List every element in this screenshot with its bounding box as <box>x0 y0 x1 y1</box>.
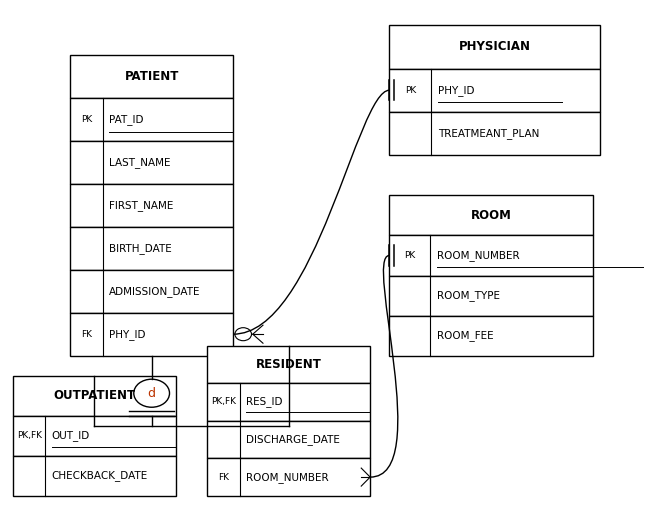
Bar <box>70 313 233 356</box>
Text: FK: FK <box>81 330 92 339</box>
Text: OUT_ID: OUT_ID <box>52 430 90 441</box>
Bar <box>208 345 370 383</box>
Text: OUTPATIENT: OUTPATIENT <box>53 389 135 402</box>
Bar <box>70 55 233 98</box>
Bar <box>208 458 370 496</box>
Text: BIRTH_DATE: BIRTH_DATE <box>109 243 172 254</box>
Text: ROOM_TYPE: ROOM_TYPE <box>437 290 499 301</box>
Text: LAST_NAME: LAST_NAME <box>109 157 171 168</box>
Text: CHECKBACK_DATE: CHECKBACK_DATE <box>52 471 148 481</box>
Bar <box>389 316 594 356</box>
Bar <box>389 275 594 316</box>
Bar <box>13 456 176 496</box>
Text: PK,FK: PK,FK <box>17 431 42 440</box>
Text: PHYSICIAN: PHYSICIAN <box>458 40 531 53</box>
Bar <box>389 68 600 112</box>
Text: PATIENT: PATIENT <box>124 70 179 83</box>
Bar <box>13 376 176 416</box>
Bar <box>13 416 176 456</box>
Text: RESIDENT: RESIDENT <box>256 358 322 371</box>
Text: PK: PK <box>405 86 416 95</box>
Bar <box>70 98 233 141</box>
Bar <box>389 195 594 236</box>
Text: d: d <box>148 387 156 400</box>
Text: FIRST_NAME: FIRST_NAME <box>109 200 174 211</box>
Text: ADMISSION_DATE: ADMISSION_DATE <box>109 286 201 297</box>
Text: PK: PK <box>81 115 92 124</box>
Text: ROOM_NUMBER: ROOM_NUMBER <box>437 250 519 261</box>
Bar <box>389 236 594 275</box>
Text: FK: FK <box>218 473 229 481</box>
Bar <box>208 421 370 458</box>
Text: ROOM: ROOM <box>471 209 512 222</box>
Text: ROOM_NUMBER: ROOM_NUMBER <box>246 472 329 482</box>
Text: PAT_ID: PAT_ID <box>109 114 144 125</box>
Bar <box>70 141 233 184</box>
Text: PK: PK <box>404 251 415 260</box>
Text: DISCHARGE_DATE: DISCHARGE_DATE <box>246 434 340 445</box>
Text: PHY_ID: PHY_ID <box>437 85 475 96</box>
Text: PHY_ID: PHY_ID <box>109 329 146 340</box>
Bar <box>70 184 233 227</box>
Bar <box>70 227 233 270</box>
Bar <box>389 112 600 155</box>
Bar <box>389 25 600 68</box>
Text: PK,FK: PK,FK <box>211 398 236 406</box>
Bar <box>70 270 233 313</box>
Text: ROOM_FEE: ROOM_FEE <box>437 330 493 341</box>
Text: TREATMEANT_PLAN: TREATMEANT_PLAN <box>437 128 539 139</box>
Bar <box>208 383 370 421</box>
Text: RES_ID: RES_ID <box>246 397 283 407</box>
